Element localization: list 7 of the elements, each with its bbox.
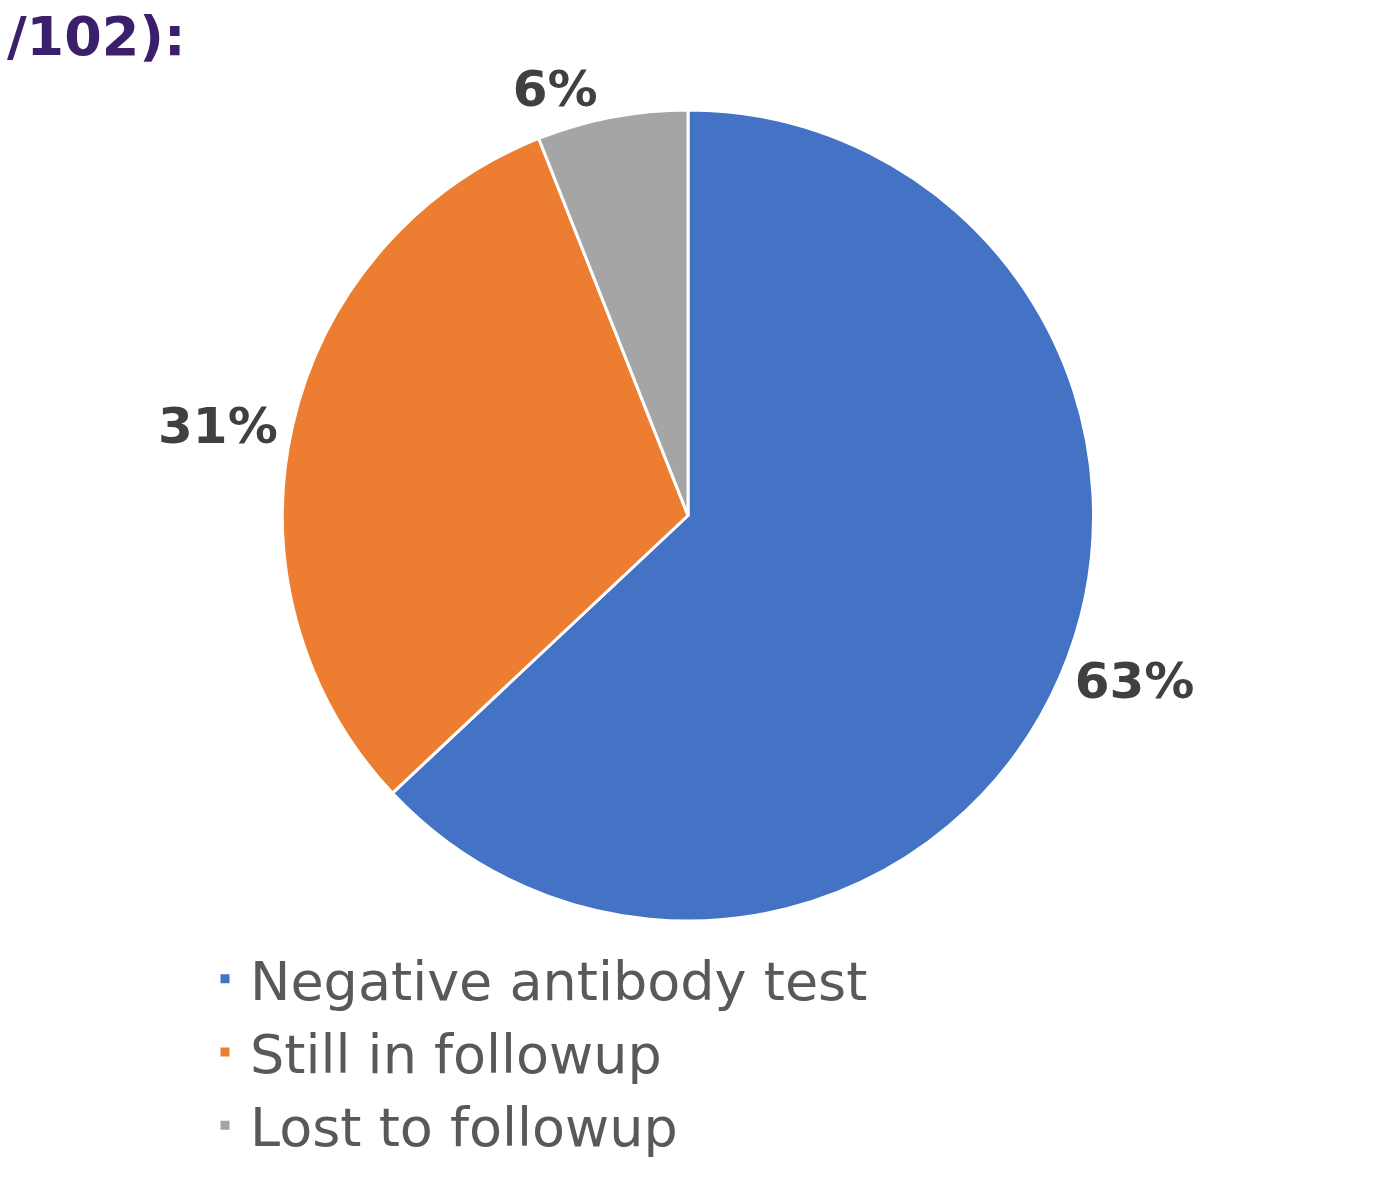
legend-label: Lost to followup xyxy=(250,1096,678,1160)
data-label: 6% xyxy=(512,60,598,119)
legend-label: Negative antibody test xyxy=(250,949,868,1013)
chart-title: /102): xyxy=(6,5,186,69)
legend-label: Still in followup xyxy=(250,1023,662,1087)
data-label: 31% xyxy=(158,396,278,455)
data-label: 63% xyxy=(1074,652,1195,711)
